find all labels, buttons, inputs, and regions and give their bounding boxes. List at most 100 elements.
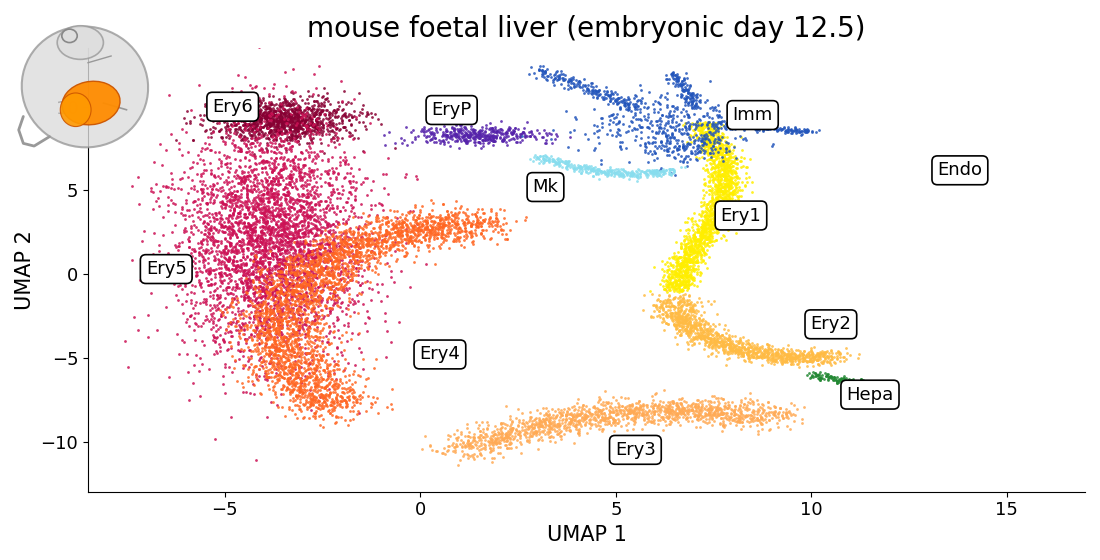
Point [440,137,458,146]
Point [306,409,323,418]
Point [213,301,231,310]
Point [232,346,250,355]
Point [651,165,669,174]
Point [673,259,691,268]
Point [534,426,551,435]
Point [254,158,272,167]
Point [559,156,576,165]
Point [678,310,695,319]
Point [472,213,490,222]
Point [695,174,713,183]
Point [307,272,324,281]
Point [287,98,305,107]
Point [244,267,262,276]
Point [707,345,725,354]
Point [520,128,538,137]
Point [253,299,271,308]
Point [244,109,262,118]
Point [736,119,754,128]
Point [575,415,593,424]
Point [268,353,286,362]
Point [288,106,306,115]
Point [720,334,738,343]
Point [510,427,528,436]
Point [835,357,852,366]
Point [288,115,306,124]
Point [256,212,274,221]
Point [235,162,253,171]
Point [703,134,720,143]
Point [268,130,286,139]
Point [564,78,582,87]
Point [609,403,627,412]
Point [314,250,331,259]
Point [216,248,233,257]
Point [774,413,792,422]
Point [284,142,301,151]
Point [200,213,218,222]
Point [238,171,255,180]
Point [277,135,295,144]
Point [468,231,485,240]
Point [304,395,321,404]
Point [236,335,254,344]
Point [255,211,273,220]
Point [298,209,316,218]
Point [666,142,683,151]
Point [250,298,267,307]
Point [750,344,768,353]
Point [289,228,307,237]
Point [535,415,552,424]
Point [345,253,363,262]
Point [316,212,333,221]
Point [261,259,278,268]
Point [490,435,507,444]
Point [201,305,219,314]
Point [778,353,795,362]
Point [671,272,689,281]
Point [700,214,717,223]
Point [244,124,262,133]
Point [842,351,859,360]
Point [666,294,683,303]
Point [550,154,568,163]
Point [717,180,735,189]
Point [279,122,297,131]
Point [757,351,774,360]
Point [613,92,630,101]
Point [241,139,258,148]
Point [663,129,681,138]
Point [337,271,354,280]
Point [242,307,260,316]
Point [703,185,720,194]
Point [273,281,290,290]
Point [840,374,858,383]
Point [667,292,684,301]
Point [242,232,260,241]
Point [267,142,285,151]
Point [160,258,177,267]
Point [307,178,324,186]
Point [364,176,382,185]
Point [485,134,503,143]
Point [274,352,292,361]
Point [336,287,353,296]
Point [683,242,701,251]
Point [679,129,696,138]
Point [285,108,303,117]
Point [270,238,287,247]
Point [212,223,230,232]
Point [304,234,321,243]
Point [285,326,303,335]
Point [268,255,286,264]
Point [666,293,683,302]
Point [714,212,732,221]
Point [304,102,321,111]
Point [376,308,394,317]
Point [268,319,286,328]
Point [309,192,327,200]
Point [722,175,739,184]
Point [713,160,730,169]
Point [301,227,319,236]
Point [562,76,580,85]
